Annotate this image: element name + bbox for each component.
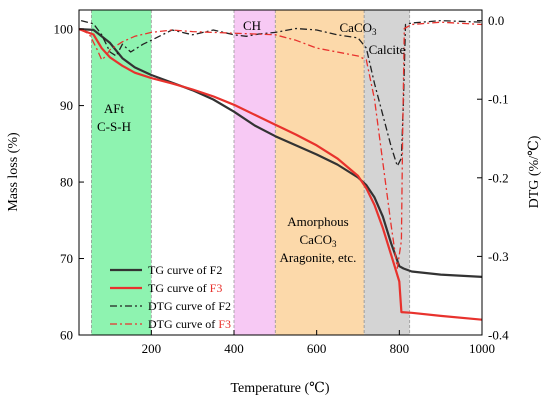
legend-label-base-3: DTG curve of bbox=[148, 317, 218, 331]
x-tick-label-4: 1000 bbox=[469, 341, 495, 356]
y-right-tick-label-1: -0.1 bbox=[488, 92, 509, 107]
x-tick-label-0: 200 bbox=[142, 341, 162, 356]
y-left-tick-label-2: 80 bbox=[60, 175, 73, 190]
x-tick-label-1: 400 bbox=[224, 341, 244, 356]
x-tick-label-2: 600 bbox=[307, 341, 327, 356]
annotation-caco3-top: CaCO3 bbox=[340, 20, 378, 37]
region-bands bbox=[91, 10, 411, 335]
annotation-amorphous: Amorphous bbox=[287, 214, 348, 229]
series-line-3 bbox=[80, 21, 482, 269]
y-left-tick-label-1: 70 bbox=[60, 251, 73, 266]
legend-label-tag-1: F3 bbox=[210, 281, 223, 295]
region-band-0 bbox=[91, 10, 152, 335]
y-right-tick-label-2: -0.2 bbox=[488, 170, 509, 185]
y-right-tick-label-4: -0.4 bbox=[488, 328, 509, 343]
legend-label-base-0: TG curve of bbox=[148, 263, 210, 277]
y-axis-title-right: DTG (%/℃) bbox=[527, 135, 542, 208]
series-line-0 bbox=[79, 28, 482, 278]
annotation-caco3-mid: CaCO3 bbox=[300, 232, 338, 249]
y-axis-title-left: Mass loss (%) bbox=[6, 132, 21, 212]
legend-label-2: DTG curve of F2 bbox=[148, 299, 231, 313]
annotation-caco3-mid-base: CaCO bbox=[300, 232, 333, 247]
x-axis-title: Temperature (℃) bbox=[230, 381, 329, 396]
legend-label-base-1: TG curve of bbox=[148, 281, 210, 295]
annotation-caco3-top-base: CaCO bbox=[340, 20, 373, 35]
axes: 200 400 600 800 1000 60 70 80 90 100 0.0 -0.1 -0.2 -0… bbox=[54, 13, 510, 356]
annotation-calcite: Calcite bbox=[369, 42, 406, 57]
region-band-1 bbox=[234, 10, 276, 335]
y-right-tick-label-0: 0.0 bbox=[488, 13, 504, 28]
annotation-caco3-mid-sub: 3 bbox=[332, 239, 337, 249]
legend-label-1: TG curve of F3 bbox=[148, 281, 222, 295]
annotation-caco3-top-sub: 3 bbox=[372, 27, 377, 37]
series-line-2 bbox=[80, 19, 482, 167]
series-layer bbox=[79, 19, 482, 321]
annotation-ch: CH bbox=[243, 18, 261, 33]
legend-label-base-2: DTG curve of bbox=[148, 299, 218, 313]
legend-label-tag-2: F2 bbox=[218, 299, 231, 313]
annotation-aragonite: Aragonite, etc. bbox=[280, 250, 357, 265]
x-tick-label-3: 800 bbox=[390, 341, 410, 356]
region-band-3 bbox=[364, 10, 410, 335]
legend-label-tag-3: F3 bbox=[218, 317, 231, 331]
y-left-tick-label-0: 60 bbox=[60, 328, 73, 343]
y-left-tick-label-3: 90 bbox=[60, 98, 73, 113]
legend-label-3: DTG curve of F3 bbox=[148, 317, 231, 331]
legend-label-tag-0: F2 bbox=[210, 263, 223, 277]
annotation-csh: C-S-H bbox=[97, 119, 131, 134]
y-left-tick-label-4: 100 bbox=[54, 22, 74, 37]
series-line-1 bbox=[79, 28, 482, 321]
plot-frame bbox=[78, 9, 483, 336]
annotation-aft: AFt bbox=[104, 101, 125, 116]
legend-label-0: TG curve of F2 bbox=[148, 263, 222, 277]
y-right-tick-label-3: -0.3 bbox=[488, 249, 509, 264]
